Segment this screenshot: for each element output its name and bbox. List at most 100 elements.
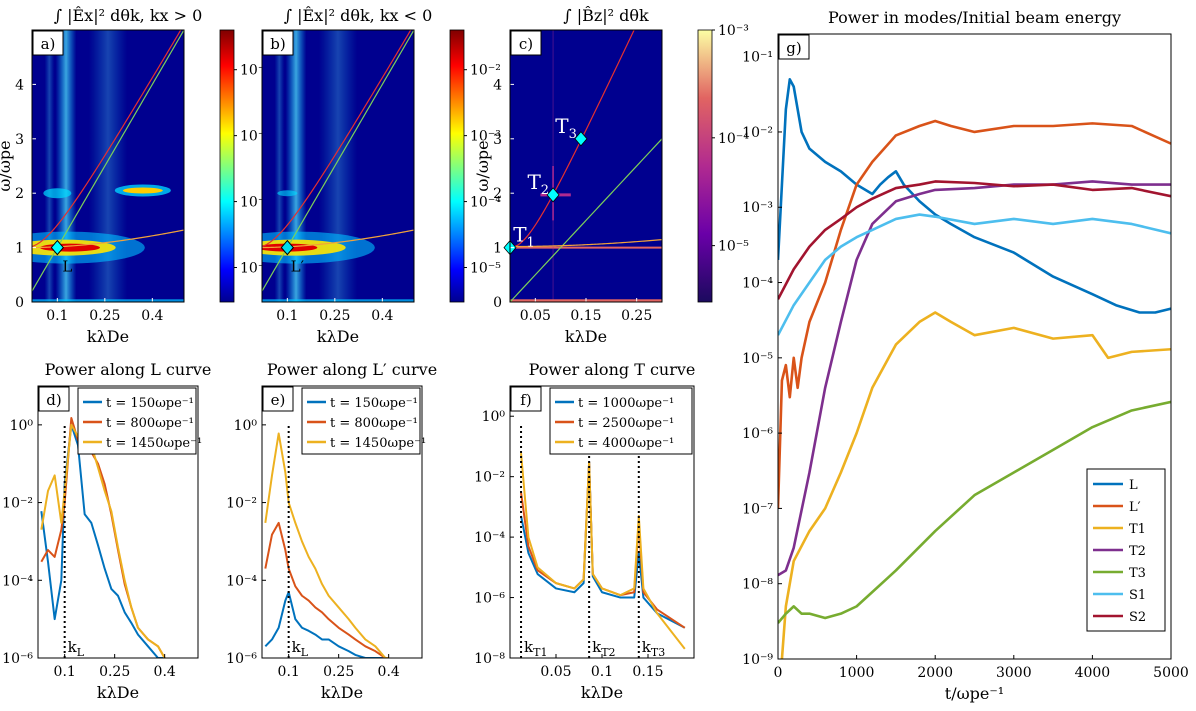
panel-f-plot-area [520, 453, 686, 650]
panel-a-xtick-label: 0.1 [46, 308, 68, 324]
panel-f-ytick-label: 10⁻² [474, 470, 505, 486]
panel-g-xtick-label: 0 [774, 665, 783, 681]
panel-c-colorbar-label: 10⁻³ [718, 23, 749, 39]
panel-g-series-0 [778, 78, 1171, 314]
panel-b-colorbar-label: 10⁻³ [470, 129, 501, 145]
panel-a-em-curve [32, 30, 182, 248]
panel-a-frame [31, 29, 185, 303]
panel-a-colorbar [219, 29, 235, 303]
panel-e-frame [261, 385, 423, 659]
panel-e-series-2 [264, 432, 389, 658]
panel-a-xlabel: kλDe [87, 327, 129, 346]
panel-g-series-4 [778, 400, 1171, 624]
panel-g-legend-item: S1 [1129, 588, 1146, 603]
panel-d-ytick-label: 10⁻⁴ [2, 573, 33, 589]
panel-a-harmonic-core [122, 187, 163, 194]
panel-e-legend-item: t = 800ωpe⁻¹ [330, 416, 418, 431]
panel-c-title: ∫ |B̂z|² dθk [563, 6, 649, 25]
panel-c-ytick-label: 0 [493, 295, 502, 311]
panel-f-legend-item: t = 2500ωpe⁻¹ [578, 416, 674, 431]
panel-g-ytick-label: 10⁻¹ [742, 50, 773, 66]
panel-g-label: g) [778, 34, 810, 60]
panel-e-ytick-label: 10⁻⁶ [226, 651, 257, 667]
panel-e-label: e) [262, 386, 294, 412]
panel-b-colorbar-label: 10⁻⁴ [470, 195, 501, 211]
panel-g-legend-item: L′ [1129, 500, 1141, 515]
panel-b-em-curve [262, 30, 412, 248]
panel-e-legend-item: t = 150ωpe⁻¹ [330, 396, 418, 411]
panel-a-ytick-label: 3 [15, 132, 24, 148]
panel-d-label: d) [38, 386, 70, 412]
panel-c-marker-t2 [546, 187, 560, 203]
panel-f-legend-item: t = 4000ωpe⁻¹ [578, 436, 674, 451]
panel-e-plot-area [264, 432, 389, 658]
panel-a-ylabel: ω/ωpe [0, 140, 14, 191]
panel-b-xtick-label: 0.25 [319, 308, 350, 324]
panel-f-ytick-label: 10⁻⁸ [474, 651, 505, 667]
panel-g-label-box [778, 34, 810, 60]
panel-g-xlabel: t/ωpe⁻¹ [945, 684, 1004, 703]
panel-g-legend: L L′ T1 T2 T3 S1 S2 [1086, 468, 1166, 632]
panel-b-label: b) [262, 30, 294, 56]
panel-a: L 0.1 0.25 0.4 0 1 2 3 4 ∫ |Êx|² dθk, kx > 0 kλDe ω… [0, 5, 271, 346]
panel-g: 0 1000 2000 3000 4000 5000 10⁻⁹ 10⁻⁸ 10⁻⁷ 10⁻⁶ 10⁻… [742, 8, 1189, 703]
panel-f-frame [509, 385, 695, 659]
panel-c-colorbar-label: 10⁻⁴ [718, 131, 749, 147]
panel-g-frame [777, 33, 1172, 660]
panel-a-harmonic-left [43, 188, 72, 199]
panel-d-ytick-label: 10⁻² [2, 496, 33, 512]
panel-g-legend-item: T1 [1129, 522, 1146, 537]
panel-d-plot-area [40, 417, 166, 658]
panel-d-label-box [38, 386, 70, 412]
panel-e-xtick-label: 0.1 [278, 664, 300, 680]
panel-a-marker [50, 239, 64, 256]
panel-g-ytick-label: 10⁻⁹ [742, 652, 773, 668]
panel-c-ytick-label: 3 [493, 132, 502, 148]
panel-f-series-2 [520, 453, 686, 650]
panel-a-title: ∫ |Êx|² dθk, kx > 0 [54, 5, 203, 25]
panel-e-series-0 [264, 590, 389, 658]
panel-d-legend-item: t = 150ωpe⁻¹ [106, 396, 194, 411]
panel-f-legend-item: t = 1000ωpe⁻¹ [578, 396, 674, 411]
panel-e-xtick-label: 0.25 [323, 664, 354, 680]
panel-b-plot-area [262, 30, 414, 302]
panel-g-series-1 [778, 119, 1171, 509]
panel-e-ytick-label: 10⁻⁴ [226, 573, 257, 589]
panel-a-ytick-label: 0 [15, 295, 24, 311]
panel-c-label: c) [510, 30, 542, 56]
panel-e-xtick-label: 0.4 [378, 664, 400, 680]
panel-g-ytick-label: 10⁻³ [742, 200, 773, 216]
panel-f-legend: t = 1000ωpe⁻¹ t = 2500ωpe⁻¹ t = 4000ωpe⁻¹ [549, 387, 693, 455]
panel-d-ytick-label: 10⁻⁶ [2, 651, 33, 667]
panel-d-legend: t = 150ωpe⁻¹ t = 800ωpe⁻¹ t = 1450ωpe⁻¹ [77, 387, 202, 455]
panel-c-label-box [510, 30, 542, 56]
panel-c-ytick-label: 4 [493, 77, 502, 93]
panel-b-label-text: b) [270, 35, 285, 53]
panel-c-frame [509, 29, 663, 303]
panel-b-colorbar-label: 10⁻² [470, 63, 501, 79]
panel-e-legend: t = 150ωpe⁻¹ t = 800ωpe⁻¹ t = 1450ωpe⁻¹ [301, 387, 426, 455]
panel-g-label-text: g) [786, 39, 801, 57]
panel-d-xtick-label: 0.4 [154, 664, 176, 680]
panel-c-ytick-label: 2 [493, 186, 502, 202]
panel-b-xtick-label: 0.4 [371, 308, 393, 324]
panel-f-ytick-label: 10⁰ [482, 409, 506, 425]
panel-b-colorbar [449, 29, 465, 303]
panel-g-ytick-label: 10⁻⁵ [742, 351, 773, 367]
panel-g-xtick-label: 1000 [839, 665, 875, 681]
panel-c-xtick-label: 0.25 [621, 308, 652, 324]
panel-g-xtick-label: 2000 [917, 665, 953, 681]
panel-c-ylabel: ω/ωpe [473, 140, 492, 191]
panel-g-series-3 [778, 180, 1171, 577]
panel-b-xlabel: kλDe [317, 327, 359, 346]
panel-c-colorbar [697, 29, 713, 303]
panel-g-xtick-label: 3000 [996, 665, 1032, 681]
panel-e-xlabel: kλDe [321, 683, 363, 702]
panel-b-frame [261, 29, 415, 303]
panel-a-xtick-label: 0.25 [89, 308, 120, 324]
panel-c-background [510, 30, 662, 302]
panel-e-title: Power along L′ curve [267, 360, 437, 379]
panel-d-legend-item: t = 1450ωpe⁻¹ [106, 436, 202, 451]
